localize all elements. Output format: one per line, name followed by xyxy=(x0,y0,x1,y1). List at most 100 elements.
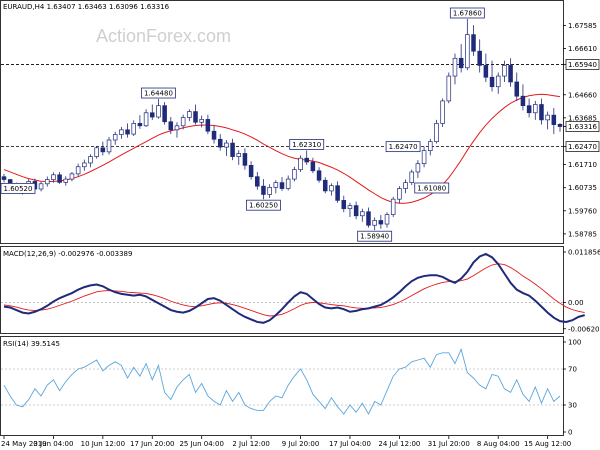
candle-88 xyxy=(545,111,550,130)
candle-14 xyxy=(88,154,93,168)
candle-body-59 xyxy=(366,211,371,226)
candle-body-90 xyxy=(557,124,563,127)
candle-body-28 xyxy=(174,125,180,131)
candle-44 xyxy=(273,180,279,194)
moving-average-line xyxy=(3,93,561,204)
candle-81 xyxy=(502,60,507,82)
candle-60 xyxy=(372,217,377,231)
candle-30 xyxy=(187,109,192,122)
candle-49 xyxy=(304,150,309,165)
price-label-box-4 xyxy=(414,182,450,194)
candle-body-36 xyxy=(224,142,229,148)
price-y-label-5: 1.63316 xyxy=(568,123,597,131)
rsi-panel xyxy=(0,336,564,436)
candle-body-67 xyxy=(415,163,421,173)
candle-body-76 xyxy=(471,34,476,52)
candle-59 xyxy=(366,207,371,228)
candle-39 xyxy=(242,148,248,170)
candle-17 xyxy=(106,136,112,155)
candle-10 xyxy=(63,176,69,186)
price-label-3: 1.62470 xyxy=(385,141,421,153)
candle-body-68 xyxy=(421,150,427,165)
candle-42 xyxy=(261,179,266,200)
price-y-label-7: 1.61710 xyxy=(568,161,597,169)
macd-panel xyxy=(0,246,564,334)
candle-body-26 xyxy=(162,105,167,123)
candle-body-48 xyxy=(298,157,303,170)
candle-43 xyxy=(267,184,272,199)
candle-35 xyxy=(217,134,223,151)
price-y-label-6: 1.62470 xyxy=(568,143,597,151)
candle-52 xyxy=(322,177,328,194)
candle-body-58 xyxy=(360,211,365,217)
candle-body-55 xyxy=(341,200,347,210)
candle-78 xyxy=(483,53,489,82)
candle-body-66 xyxy=(409,171,415,183)
symbol-info: EURAUD,H4 1.63407 1.63463 1.63096 1.6331… xyxy=(3,3,170,11)
price-y-label-4: 1.63685 xyxy=(568,114,597,122)
price-label-text-5: 1.60520 xyxy=(4,185,33,193)
candle-body-43 xyxy=(267,187,272,195)
candle-body-39 xyxy=(242,153,248,166)
candle-57 xyxy=(353,201,359,220)
candle-48 xyxy=(298,155,303,172)
candle-56 xyxy=(347,202,353,217)
candle-body-42 xyxy=(261,185,266,195)
macd-y-label-2: -0.006206 xyxy=(568,325,600,333)
price-label-text-4: 1.61080 xyxy=(417,184,446,192)
price-y-label-1: 1.66610 xyxy=(568,45,597,53)
watermark: ActionForex.com xyxy=(96,26,231,46)
candle-body-73 xyxy=(452,57,458,77)
candle-body-14 xyxy=(88,156,93,164)
candle-86 xyxy=(533,100,538,120)
x-tick-label-3: 17 Jun 20:00 xyxy=(130,440,174,448)
candle-28 xyxy=(174,122,180,138)
candle-body-57 xyxy=(353,205,359,217)
x-tick-label-5: 2 Jul 12:00 xyxy=(232,440,270,448)
price-label-7: 1.58940 xyxy=(357,230,393,242)
candle-9 xyxy=(57,171,62,184)
candle-body-23 xyxy=(143,112,149,127)
candle-body-40 xyxy=(248,164,254,178)
price-y-box-6 xyxy=(565,141,600,152)
candle-body-88 xyxy=(545,114,550,121)
price-label-box-1 xyxy=(141,87,176,99)
price-label-5: 1.60520 xyxy=(0,182,36,194)
candle-body-6 xyxy=(38,183,44,190)
price-y-label-0: 1.67585 xyxy=(568,22,597,30)
candle-16 xyxy=(100,141,106,156)
macd-title: MACD(12,26,9) -0.002976 -0.003389 xyxy=(3,250,132,258)
price-y-box-2 xyxy=(565,59,600,70)
candle-87 xyxy=(539,98,544,125)
candle-body-33 xyxy=(205,119,211,132)
candle-58 xyxy=(360,208,365,222)
candle-54 xyxy=(335,181,340,203)
candle-body-83 xyxy=(514,81,520,97)
candle-67 xyxy=(415,160,421,178)
candle-65 xyxy=(403,179,408,194)
price-label-text-2: 1.62310 xyxy=(292,141,321,149)
candle-body-46 xyxy=(285,178,291,189)
candle-body-80 xyxy=(495,75,501,88)
price-label-6: 1.60250 xyxy=(246,199,281,211)
candle-72 xyxy=(446,72,452,104)
candle-90 xyxy=(557,123,563,132)
candle-body-32 xyxy=(199,119,204,123)
candle-19 xyxy=(119,126,124,139)
candle-36 xyxy=(224,139,229,156)
candle-29 xyxy=(180,114,186,130)
candle-body-78 xyxy=(483,65,489,78)
candle-23 xyxy=(143,109,149,127)
price-panel xyxy=(0,0,564,244)
candle-body-27 xyxy=(168,121,174,131)
price-y-label-2: 1.65940 xyxy=(568,61,597,69)
candle-70 xyxy=(434,119,439,144)
candle-71 xyxy=(440,98,445,127)
candle-40 xyxy=(248,161,254,180)
candle-body-18 xyxy=(112,134,118,141)
candle-6 xyxy=(38,181,44,192)
candle-body-77 xyxy=(477,50,482,66)
candle-66 xyxy=(409,169,415,185)
candle-41 xyxy=(255,171,260,190)
candle-body-20 xyxy=(125,129,130,135)
